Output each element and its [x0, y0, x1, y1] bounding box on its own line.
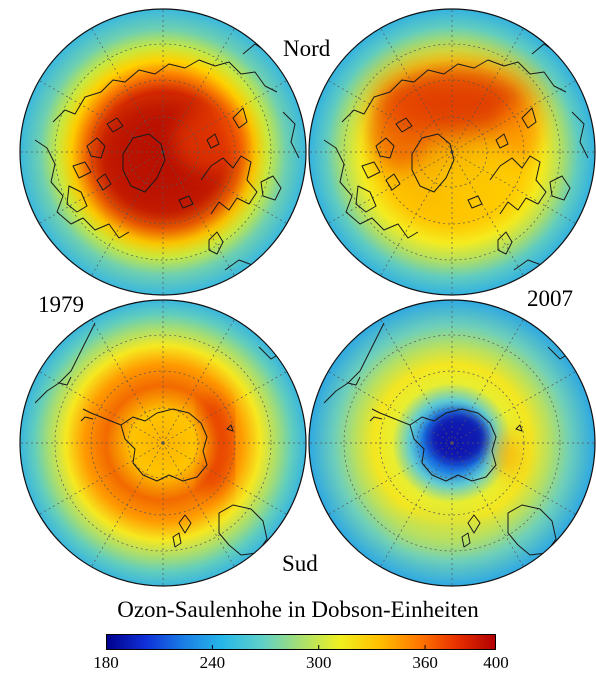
colorbar-tick-label: 240 — [199, 653, 226, 672]
colorbar-tick-label: 360 — [412, 653, 438, 672]
label-north: Nord — [283, 36, 331, 61]
map-north-2007 — [308, 8, 596, 296]
label-year-1979: 1979 — [38, 292, 84, 317]
colorbar-tick-label: 300 — [305, 653, 332, 672]
map-south-1979 — [19, 299, 307, 587]
map-north-1979 — [19, 8, 307, 296]
colorbar-tick-label: 400 — [483, 653, 509, 672]
colorbar-title: Ozon-Saulenhohe in Dobson-Einheiten — [117, 597, 479, 622]
colorbar — [106, 634, 496, 650]
colorbar-tick-label: 180 — [93, 653, 119, 672]
label-year-2007: 2007 — [527, 286, 573, 311]
label-south: Sud — [282, 551, 318, 576]
map-south-2007 — [308, 299, 596, 587]
